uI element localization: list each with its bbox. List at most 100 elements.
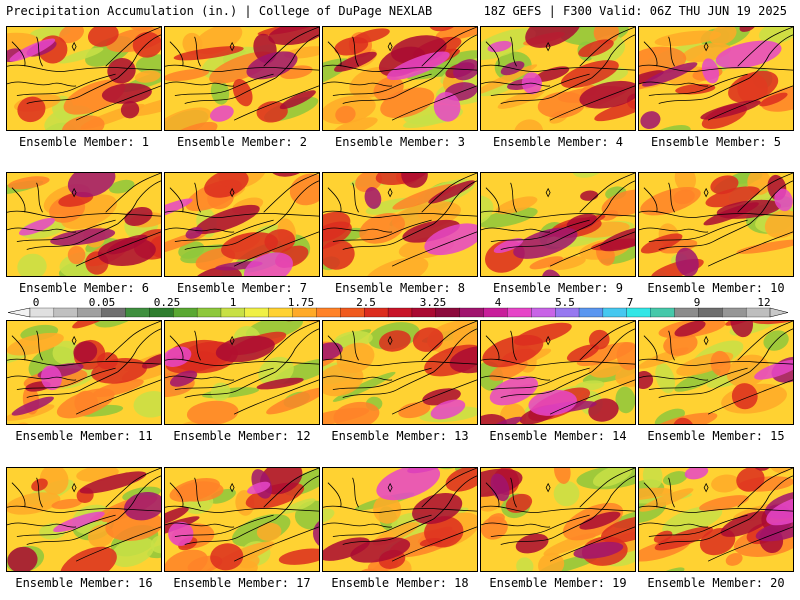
map-outline (117, 475, 161, 520)
map-outline (668, 477, 675, 508)
map-outline (263, 321, 319, 361)
station-marker (387, 335, 393, 346)
ensemble-panel-11 (6, 320, 162, 425)
colorbar-swatch (244, 307, 270, 318)
map-outline (481, 64, 635, 72)
map-outline (332, 514, 432, 538)
ensemble-panel-2 (164, 26, 320, 131)
map-outline (169, 335, 184, 361)
map-outline (749, 475, 793, 520)
map-outline (707, 379, 793, 415)
map-outline (579, 173, 635, 213)
map-outline (500, 223, 592, 250)
ensemble-panel-8 (322, 172, 478, 277)
ensemble-member-label: Ensemble Member: 10 (647, 281, 785, 295)
map-outline (421, 27, 477, 67)
map-outline (591, 180, 635, 225)
colorbar-swatch (483, 307, 508, 318)
precip-field-map (165, 27, 319, 130)
map-outline (648, 219, 748, 243)
colorbar-swatch (149, 307, 174, 318)
map-outline (707, 526, 793, 562)
map-outline (421, 173, 477, 213)
map-outline (169, 187, 184, 213)
map-outline (648, 514, 748, 538)
map-outline (549, 379, 635, 415)
map-outline (105, 27, 161, 67)
ensemble-panel-15 (638, 320, 794, 425)
map-outline (165, 375, 235, 381)
colorbar-swatch (602, 307, 628, 318)
map-outline (275, 34, 319, 79)
colorbar-swatch (29, 307, 55, 318)
map-outline (490, 367, 590, 391)
map-outline (105, 468, 161, 508)
precip-field-map (323, 173, 477, 276)
map-outline (323, 81, 393, 87)
map-outline (323, 522, 393, 528)
colorbar-tick-label: 7 (626, 296, 634, 309)
map-outline (549, 85, 635, 121)
map-outline (233, 526, 319, 562)
colorbar-swatch (101, 307, 126, 318)
map-outline (658, 518, 750, 545)
ensemble-member-label: Ensemble Member: 18 (331, 576, 469, 590)
map-outline (117, 34, 161, 79)
map-outline (169, 41, 184, 67)
station-marker (703, 335, 709, 346)
ensemble-panel-14 (480, 320, 636, 425)
map-outline (490, 219, 590, 243)
map-title: Precipitation Accumulation (in.) | Colle… (6, 4, 433, 18)
station-marker (387, 41, 393, 52)
map-outline (500, 518, 592, 545)
station-marker (545, 41, 551, 52)
map-outline (481, 522, 551, 528)
map-outline (16, 514, 116, 538)
map-outline (391, 379, 477, 415)
map-outline (352, 182, 359, 213)
colorbar-tick-label: 0.25 (153, 296, 181, 309)
map-outline (75, 85, 161, 121)
map-outline (500, 371, 592, 398)
colorbar-min-arrow (7, 307, 31, 318)
map-outline (481, 358, 635, 366)
colorbar-swatch (745, 307, 771, 318)
map-outline (174, 73, 274, 97)
map-outline (510, 182, 517, 213)
map-outline (332, 219, 432, 243)
map-outline (7, 358, 161, 366)
colorbar-swatch (722, 307, 747, 318)
map-outline (668, 330, 675, 361)
map-outline (11, 187, 26, 213)
map-outline (11, 335, 26, 361)
map-outline (263, 468, 319, 508)
colorbar-swatch (698, 307, 723, 318)
map-outline (275, 475, 319, 520)
map-outline (11, 482, 26, 508)
map-outline (658, 223, 750, 250)
map-outline (105, 321, 161, 361)
ensemble-panel-6 (6, 172, 162, 277)
ensemble-panel-18 (322, 467, 478, 572)
map-outline (421, 468, 477, 508)
colorbar-swatch (459, 307, 484, 318)
map-outline (658, 77, 750, 104)
ensemble-member-label: Ensemble Member: 6 (18, 281, 150, 295)
ensemble-panel-9 (480, 172, 636, 277)
colorbar-swatch (173, 307, 198, 318)
map-outline (485, 41, 500, 67)
station-marker (71, 335, 77, 346)
map-outline (323, 358, 477, 366)
map-outline (263, 27, 319, 67)
map-outline (323, 375, 393, 381)
ensemble-member-label: Ensemble Member: 13 (331, 429, 469, 443)
ensemble-member-label: Ensemble Member: 4 (492, 135, 624, 149)
station-marker (545, 482, 551, 493)
map-outline (391, 85, 477, 121)
map-outline (342, 223, 434, 250)
map-outline (643, 335, 658, 361)
map-outline (194, 477, 201, 508)
colorbar (7, 307, 789, 318)
colorbar-swatch (650, 307, 675, 318)
colorbar-swatch (53, 307, 79, 318)
